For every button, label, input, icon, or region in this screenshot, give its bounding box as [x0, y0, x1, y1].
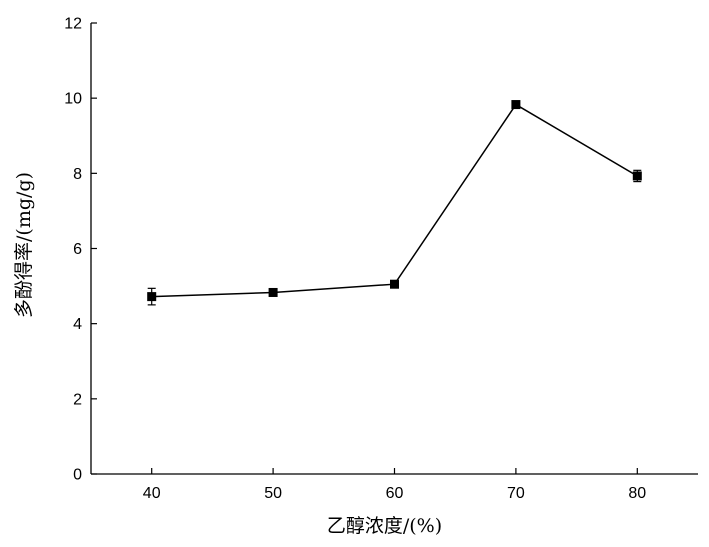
- y-tick-label: 10: [64, 91, 82, 108]
- x-tick-label: 50: [264, 485, 282, 502]
- y-tick-label: 8: [73, 166, 82, 183]
- data-series: [147, 100, 642, 306]
- x-tick-label: 80: [628, 485, 646, 502]
- tick-marks: 0 2 4 6 8 10 12 40 50 60 70 80: [64, 16, 646, 503]
- y-tick-label: 6: [73, 241, 82, 258]
- data-point-marker: [147, 292, 157, 302]
- x-tick-label: 70: [507, 485, 525, 502]
- y-tick-label: 12: [64, 16, 82, 33]
- y-tick-label: 4: [73, 316, 82, 333]
- x-tick-label: 40: [143, 485, 161, 502]
- series-line: [151, 103, 638, 298]
- y-axis-title: 多酚得率/(mg/g): [13, 172, 35, 318]
- data-point-marker: [390, 279, 399, 289]
- data-point-marker: [632, 171, 642, 181]
- x-tick-label: 60: [386, 485, 404, 502]
- y-tick-label: 0: [73, 467, 82, 484]
- data-point-marker: [268, 287, 278, 297]
- y-tick-label: 2: [73, 391, 82, 408]
- axes: [90, 23, 698, 475]
- data-point-marker: [511, 100, 521, 110]
- x-axis-title: 乙醇浓度/(%): [327, 515, 442, 537]
